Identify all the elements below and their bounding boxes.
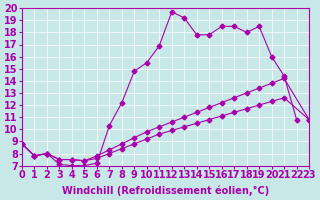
- X-axis label: Windchill (Refroidissement éolien,°C): Windchill (Refroidissement éolien,°C): [62, 185, 269, 196]
